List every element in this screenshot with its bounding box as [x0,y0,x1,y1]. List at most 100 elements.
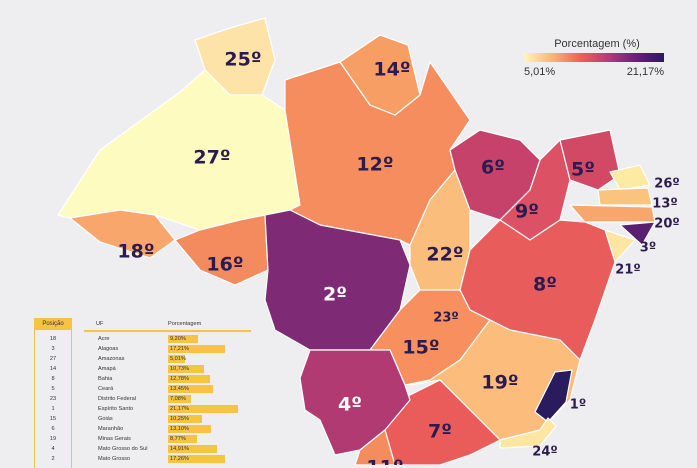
state-pr [354,429,396,465]
row-uf: Espírito Santo [98,406,134,412]
color-legend: Porcentagem (%) 5,01% 21,17% [512,38,672,78]
rank-label-ce: 5º [571,159,595,181]
row-bar [168,405,238,413]
state-al [619,221,656,246]
rank-label-ro: 16º [206,254,243,276]
rank-label-pr: 11º [366,457,403,466]
table-row: 23 Distrito Federal 7,08% [34,395,256,405]
row-position: 27 [49,356,57,362]
row-uf: Alagoas [98,346,119,352]
state-pe [569,204,656,223]
header-divider [84,330,251,332]
row-bar [168,355,185,363]
row-bar [168,445,218,453]
row-percentage: 21,17% [170,406,189,412]
row-bar [168,385,213,393]
rank-label-ac: 18º [117,241,154,263]
row-bar [168,415,202,423]
row-percentage: 9,20% [170,336,186,342]
row-percentage: 13,10% [170,426,189,432]
table-row: 2 Mato Grosso 17,26% [34,455,256,465]
row-position: 1 [51,406,55,412]
table-row: 18 Acre 9,20% [34,335,256,345]
row-percentage: 10,25% [170,416,189,422]
row-bar [168,425,212,433]
row-percentage: 10,73% [170,366,189,372]
row-position: 23 [49,396,57,402]
row-uf: Amazonas [98,356,125,362]
rank-label-mg: 19º [481,372,518,394]
row-position: 5 [51,386,55,392]
state-am [57,69,301,231]
row-position: 4 [51,446,55,452]
rank-label-ap: 14º [373,59,410,81]
uf-header: UF [96,321,104,327]
row-uf: Amapá [98,366,116,372]
row-uf: Distrito Federal [98,396,136,402]
row-uf: Goiás [98,416,113,422]
rank-label-go: 15º [402,337,439,359]
row-position: 14 [49,366,57,372]
row-percentage: 12,78% [170,376,189,382]
rank-label-al: 3º [640,241,656,256]
rank-label-rr: 25º [224,49,261,71]
state-ap [339,34,421,116]
row-position: 19 [49,436,57,442]
table-row: 6 Maranhão 13,10% [34,425,256,435]
rank-label-sp: 7º [428,421,452,443]
rank-label-se: 21º [615,263,640,278]
percentage-header: Porcentagem [168,321,202,327]
row-bar [168,375,211,383]
table-row: 4 Mato Grosso do Sul 14,91% [34,445,256,455]
position-header: Posição [35,319,71,330]
row-uf: Mato Grosso do Sul [98,446,148,452]
rank-label-am: 27º [193,147,230,169]
rank-label-to: 22º [426,244,463,266]
legend-min-label: 5,01% [524,66,556,78]
row-position: 15 [49,416,57,422]
row-uf: Minas Gerais [98,436,131,442]
row-bar [168,345,225,353]
row-bar [168,435,197,443]
row-percentage: 17,21% [170,346,189,352]
position-column: Posição [34,318,72,468]
state-ms [299,349,411,456]
row-bar [168,455,226,463]
state-rn [609,164,651,191]
rank-label-pa: 12º [356,154,393,176]
row-uf: Acre [98,336,110,342]
state-pb [597,187,653,206]
rank-label-mt: 2º [323,284,347,306]
legend-gradient-bar [524,53,664,62]
row-position: 3 [51,346,55,352]
table-row: 8 Bahia 12,78% [34,375,256,385]
legend-max-label: 21,17% [626,66,664,78]
row-percentage: 5,01% [170,356,186,362]
row-uf: Bahia [98,376,113,382]
row-uf: Mato Grosso [98,456,131,462]
row-position: 2 [51,456,55,462]
rank-label-pb: 13º [652,197,677,212]
legend-title: Porcentagem (%) [554,38,640,50]
rank-label-ms: 4º [338,394,362,416]
table-row: 19 Minas Gerais 8,77% [34,435,256,445]
row-position: 18 [49,336,57,342]
row-percentage: 8,77% [170,436,186,442]
rank-label-rn: 26º [654,177,679,192]
row-bar [168,335,199,343]
row-bar [168,365,204,373]
ranking-table: Posição UF Porcentagem 18 Acre 9,20% 3 Al… [34,318,256,468]
row-uf: Maranhão [98,426,124,432]
row-bar [168,395,192,403]
row-position: 8 [51,376,55,382]
row-percentage: 13,45% [170,386,189,392]
row-percentage: 7,08% [170,396,186,402]
rank-label-rj: 24º [532,445,557,460]
row-uf: Ceará [98,386,114,392]
state-ce [559,129,621,191]
rank-label-es: 1º [570,398,586,413]
rank-label-pi: 9º [515,201,539,223]
rank-label-df: 23º [433,311,458,326]
row-position: 6 [51,426,55,432]
